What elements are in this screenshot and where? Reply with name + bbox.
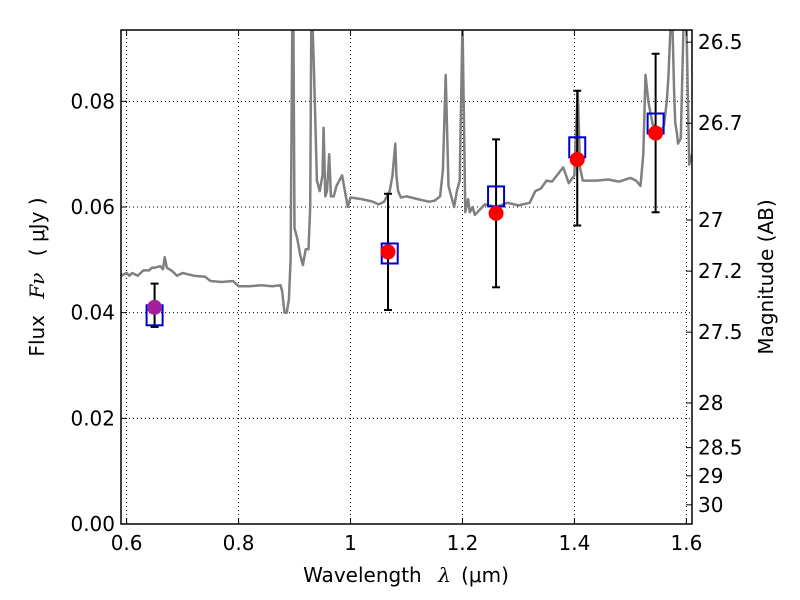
x-tick-label: 1.6 <box>670 531 702 555</box>
plot-area <box>121 30 692 328</box>
y-right-tick-label: 26.7 <box>698 111 743 135</box>
observed-point-marker <box>648 125 664 141</box>
x-tick-label: 1 <box>344 531 357 555</box>
y-axis-left-label: Flux Fν ( μJy ) <box>25 197 49 356</box>
plot-frame <box>120 29 693 525</box>
y-right-tick-label: 28.5 <box>698 436 743 460</box>
x-tick-label: 1.2 <box>447 531 479 555</box>
y-right-tick-label: 29 <box>698 464 723 488</box>
y-right-tick-label: 27.5 <box>698 320 743 344</box>
y-axis-left: 0.00 0.02 0.04 0.06 0.08 <box>70 89 127 536</box>
y-axis-right: 26.5 26.7 27 27.2 27.5 28 28.5 29 30 <box>686 30 743 517</box>
y-tick-label: 0.08 <box>70 89 115 113</box>
observed-point-marker <box>147 299 163 315</box>
x-axis-label-symbol: λ <box>437 563 451 587</box>
y-right-tick-label: 27.2 <box>698 259 743 283</box>
y-axis-left-label-unit: ( μJy ) <box>25 197 49 256</box>
y-tick-label: 0.04 <box>70 301 115 325</box>
x-tick-label: 0.8 <box>223 531 255 555</box>
observed-point-marker <box>380 244 396 260</box>
x-axis: 0.6 0.8 1 1.2 1.4 1.6 <box>111 30 702 555</box>
observed-point-marker <box>569 151 585 167</box>
y-right-tick-label: 26.5 <box>698 30 743 54</box>
y-right-tick-label: 27 <box>698 208 723 232</box>
y-axis-left-label-symbol: Fν <box>25 273 49 300</box>
x-axis-label-unit: (μm) <box>461 563 509 587</box>
y-axis-right-label: Magnitude (AB) <box>754 199 778 354</box>
x-tick-label: 1.4 <box>559 531 591 555</box>
observed-point-marker <box>488 205 504 221</box>
y-tick-label: 0.06 <box>70 195 115 219</box>
spectrum-line <box>121 30 692 314</box>
x-axis-label: Wavelength λ (μm) <box>303 563 509 587</box>
y-tick-label: 0.00 <box>70 512 115 536</box>
y-axis-left-label-text: Flux <box>25 315 49 357</box>
x-tick-label: 0.6 <box>111 531 143 555</box>
y-tick-label: 0.02 <box>70 406 115 430</box>
x-axis-label-text: Wavelength <box>303 563 422 587</box>
y-right-tick-label: 30 <box>698 493 723 517</box>
y-right-tick-label: 28 <box>698 391 723 415</box>
